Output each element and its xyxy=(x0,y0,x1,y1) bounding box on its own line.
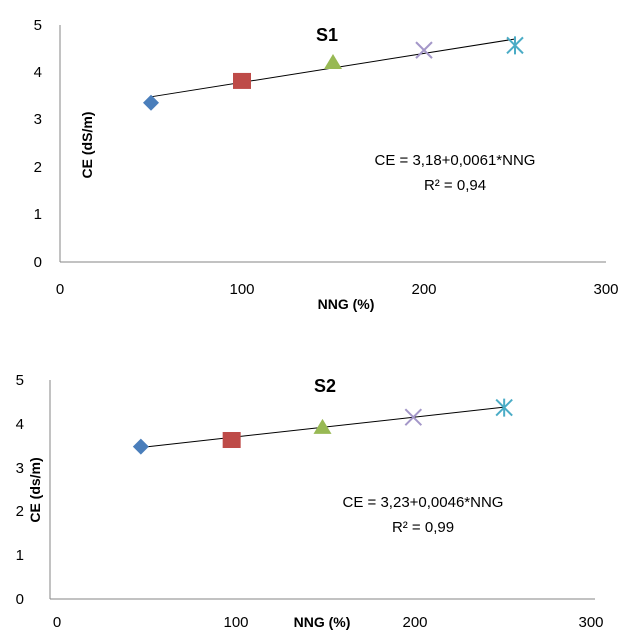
data-point-star xyxy=(495,398,513,417)
trendline-equation: CE = 3,23+0,0046*NNG xyxy=(343,494,504,511)
data-point-diamond xyxy=(132,438,149,455)
y-tick-label: 4 xyxy=(34,64,42,81)
x-axis-label: NNG (%) xyxy=(318,296,375,312)
x-tick-label: 100 xyxy=(223,614,248,631)
x-tick-label: 200 xyxy=(402,614,427,631)
y-axis-label: CE (ds/m) xyxy=(27,457,43,522)
data-point-x xyxy=(415,41,433,59)
y-tick-label: 3 xyxy=(16,460,24,477)
chart-s1: 0 1 2 3 4 5 0 100 200 300 S1 NNG (%) CE … xyxy=(34,17,619,312)
x-tick-label: 0 xyxy=(53,614,61,631)
y-tick-label: 2 xyxy=(16,503,24,520)
plot-marks xyxy=(132,398,513,455)
data-point-x xyxy=(404,408,423,426)
chart-title: S2 xyxy=(314,376,336,396)
y-tick-label: 2 xyxy=(34,159,42,176)
y-tick-label: 1 xyxy=(34,206,42,223)
x-axis-label: NNG (%) xyxy=(294,614,351,630)
data-point-square xyxy=(233,72,251,89)
y-tick-label: 5 xyxy=(16,372,24,389)
y-tick-labels: 0 1 2 3 4 5 xyxy=(34,17,42,271)
trendline-equation: CE = 3,18+0,0061*NNG xyxy=(375,152,536,169)
plot-marks xyxy=(143,36,524,111)
y-tick-label: 4 xyxy=(16,416,24,433)
y-axis-label: CE (dS/m) xyxy=(79,112,95,179)
y-tick-labels: 0 1 2 3 4 5 xyxy=(16,372,24,608)
chart-s2: 0 1 2 3 4 5 0 100 200 300 S2 NNG (%) CE … xyxy=(16,372,604,631)
y-tick-label: 1 xyxy=(16,547,24,564)
y-tick-label: 0 xyxy=(34,254,42,271)
y-tick-label: 5 xyxy=(34,17,42,34)
y-tick-label: 0 xyxy=(16,591,24,608)
x-tick-label: 200 xyxy=(411,281,436,298)
data-point-triangle xyxy=(313,418,332,434)
x-tick-label: 300 xyxy=(578,614,603,631)
y-tick-label: 3 xyxy=(34,111,42,128)
r-squared-label: R² = 0,94 xyxy=(424,177,486,194)
data-point-diamond xyxy=(143,94,159,111)
x-tick-label: 300 xyxy=(593,281,618,298)
x-tick-label: 0 xyxy=(56,281,64,298)
x-tick-labels: 0 100 200 300 xyxy=(56,281,619,298)
data-point-star xyxy=(506,36,524,55)
x-tick-label: 100 xyxy=(229,281,254,298)
r-squared-label: R² = 0,99 xyxy=(392,519,454,536)
chart-title: S1 xyxy=(316,25,338,45)
data-point-triangle xyxy=(324,53,342,69)
data-point-square xyxy=(222,432,241,449)
x-tick-labels: 0 100 200 300 xyxy=(53,614,604,631)
